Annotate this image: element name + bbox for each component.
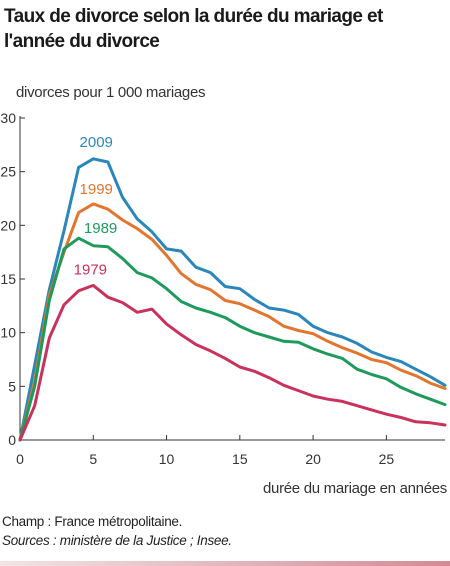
- x-tick-label: 20: [305, 451, 321, 467]
- series-label-1979: 1979: [74, 262, 107, 279]
- champ-note: Champ : France métropolitaine.: [2, 514, 183, 529]
- x-tick-label: 0: [16, 451, 24, 467]
- y-tick-label: 20: [0, 217, 16, 233]
- chart-notes: Champ : France métropolitaine. Sources :…: [2, 512, 232, 550]
- sources-note: Sources : ministère de la Justice ; Inse…: [2, 533, 232, 548]
- y-tick-label: 5: [8, 378, 16, 394]
- x-axis-label: durée du mariage en années: [263, 480, 447, 497]
- x-tick-label: 15: [232, 451, 248, 467]
- y-tick-label: 10: [0, 325, 16, 341]
- y-axis-label: divorces pour 1 000 mariages: [16, 84, 206, 101]
- tick-labels: 0 5 10 15 20 25 30 0 5 10 15 20 25: [0, 110, 394, 467]
- axes: [19, 116, 445, 441]
- y-tick-label: 25: [0, 164, 16, 180]
- x-tick-label: 10: [159, 451, 175, 467]
- decorative-bar: [0, 561, 450, 566]
- x-tick-label: 5: [89, 451, 97, 467]
- y-tick-label: 0: [8, 432, 16, 448]
- series-label-2009: 2009: [80, 134, 113, 151]
- series-line-1979: [18, 283, 447, 442]
- series-lines: [18, 157, 447, 442]
- series-line-1999: [18, 202, 447, 442]
- series-labels: 2009 1999 1989 1979: [74, 134, 118, 279]
- series-label-1989: 1989: [84, 220, 117, 237]
- y-tick-label: 30: [0, 110, 16, 126]
- x-tick-label: 25: [379, 451, 395, 467]
- y-tick-label: 15: [0, 271, 16, 287]
- chart-title: Taux de divorce selon la durée du mariag…: [4, 6, 383, 52]
- series-line-2009: [18, 157, 447, 442]
- series-line-1989: [18, 236, 447, 442]
- series-label-1999: 1999: [80, 181, 113, 198]
